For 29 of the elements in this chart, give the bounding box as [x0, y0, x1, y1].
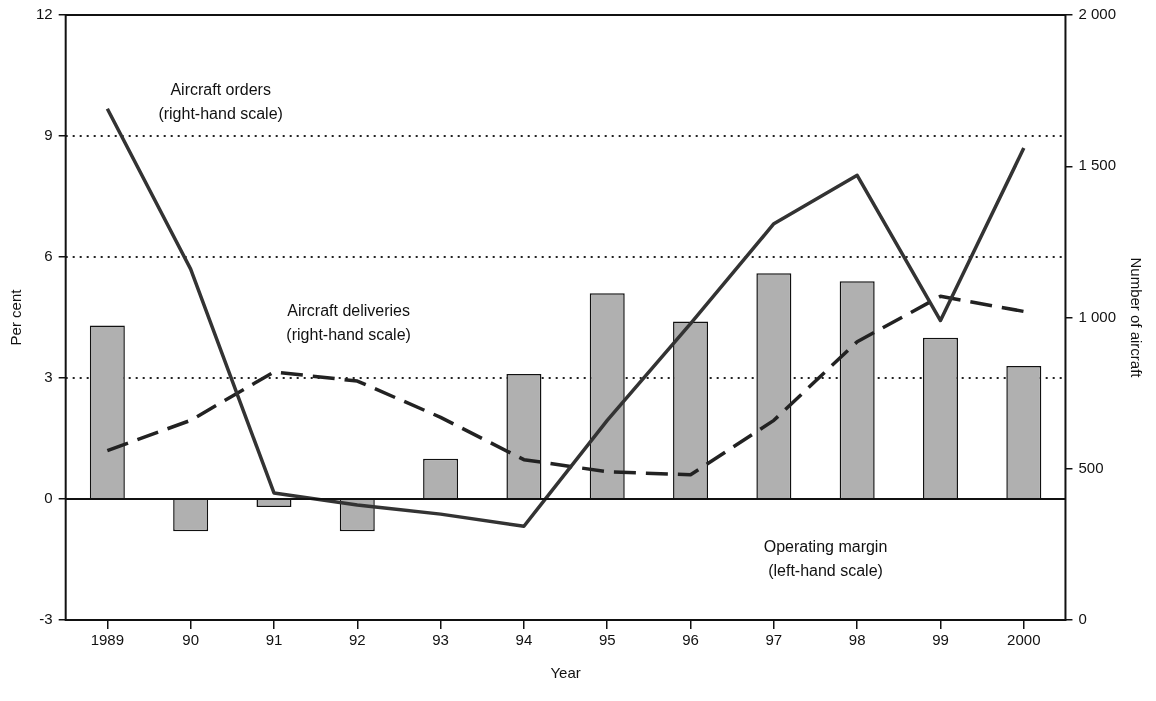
- y2-tick-label: 500: [1078, 458, 1104, 476]
- y-tick-label: 12: [36, 5, 53, 23]
- x-axis-title: Year: [550, 664, 581, 682]
- y-axis-title: Per cent: [7, 288, 25, 346]
- y-tick-label: -3: [39, 610, 53, 628]
- y2-tick-label: 1 500: [1078, 156, 1117, 174]
- x-tick-label: 2000: [1007, 631, 1041, 649]
- text: Operating margin (left-hand scale): [763, 537, 888, 579]
- y-tick-label: 3: [44, 368, 53, 386]
- x-tick-label: 94: [515, 631, 533, 649]
- text: Aircraft orders (right-hand scale): [158, 81, 283, 123]
- y-tick-label: 0: [44, 489, 53, 507]
- x-tick-label: 1989: [90, 631, 125, 649]
- x-tick-label: 96: [682, 631, 699, 649]
- y2-tick-label: 1 000: [1078, 307, 1117, 325]
- x-tick-label: 93: [432, 631, 449, 649]
- x-tick-label: 95: [598, 631, 616, 649]
- y2-axis-title: Number of aircraft: [1127, 257, 1145, 379]
- y2-tick-label: 2 000: [1078, 5, 1117, 23]
- y-tick-label: 6: [44, 247, 53, 265]
- series-label: Aircraft deliveries (right-hand scale): [286, 301, 411, 343]
- x-tick-label: 98: [848, 631, 866, 649]
- x-tick-label: 92: [348, 631, 366, 649]
- x-tick-label: 91: [265, 631, 283, 649]
- y-tick-label: 9: [44, 126, 53, 144]
- x-tick-label: 99: [932, 631, 949, 649]
- x-tick-label: 90: [182, 631, 199, 649]
- x-tick-label: 97: [765, 631, 783, 649]
- y2-tick-label: 0: [1078, 610, 1087, 628]
